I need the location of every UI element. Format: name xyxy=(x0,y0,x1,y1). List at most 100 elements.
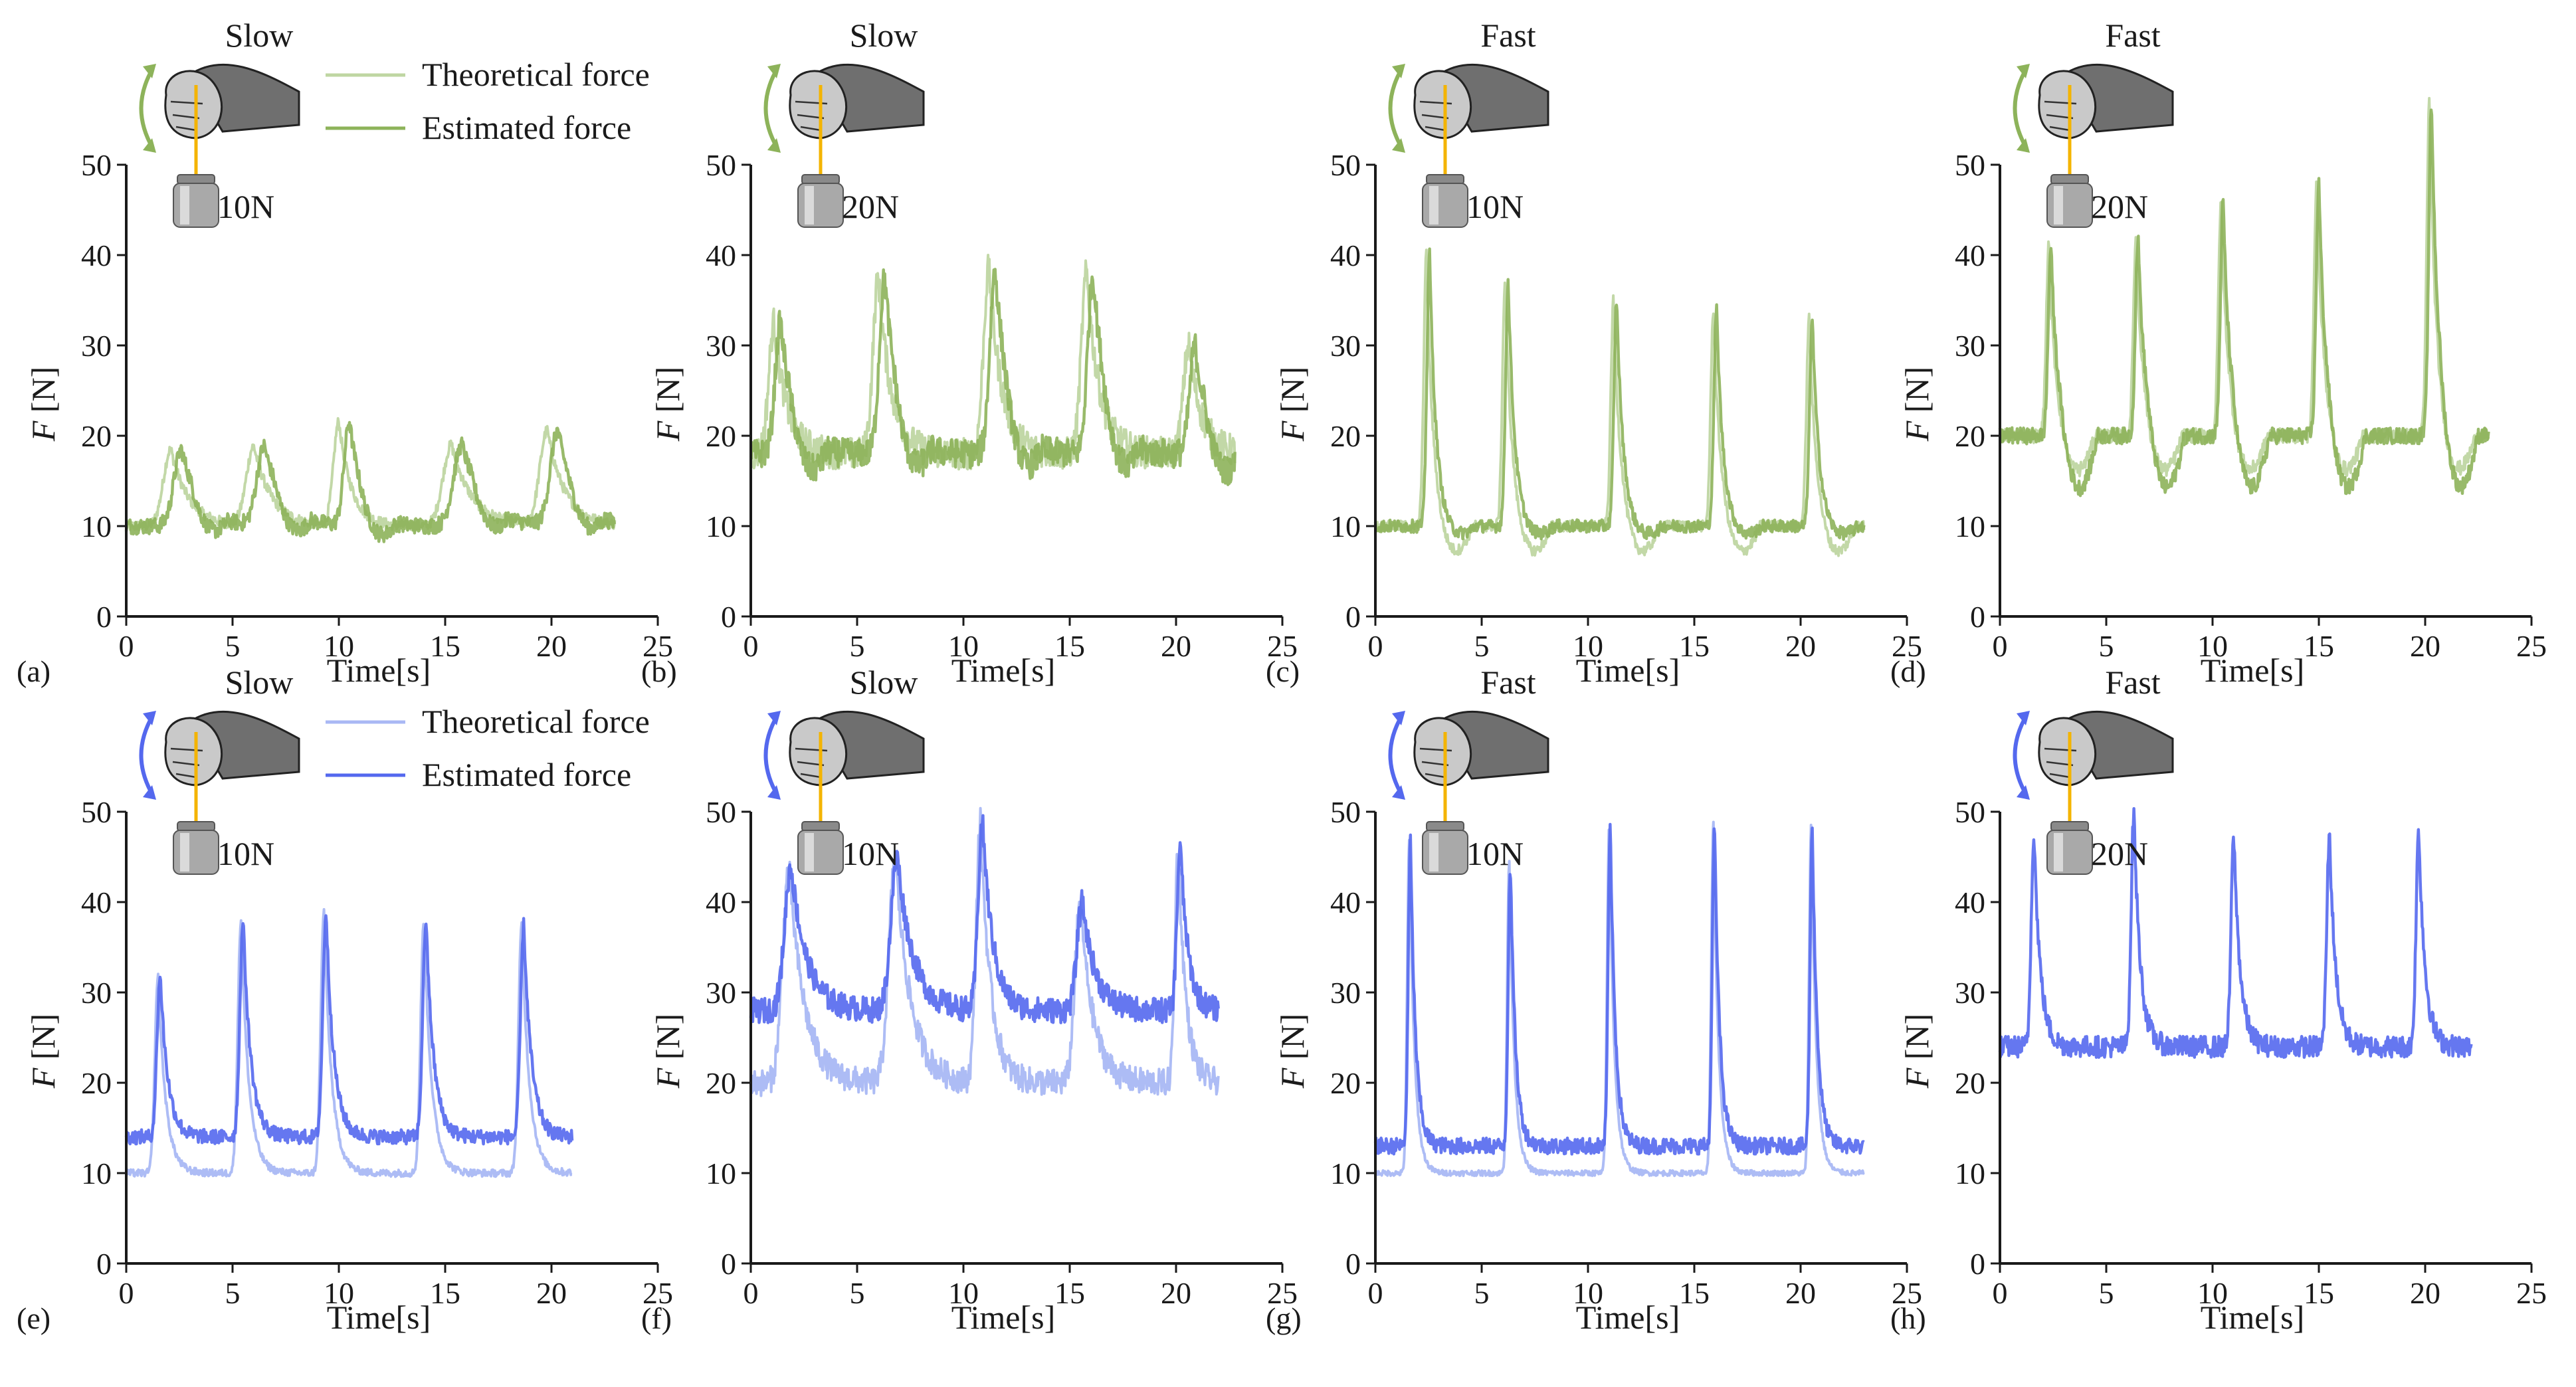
hand-weight-illustration: 10N xyxy=(139,710,300,875)
y-tick-label: 50 xyxy=(1330,148,1361,182)
y-tick-label: 10 xyxy=(706,1156,736,1190)
weight-shine-icon xyxy=(805,186,814,225)
x-tick-label: 15 xyxy=(2304,1276,2334,1310)
legend-theoretical-label: Theoretical force xyxy=(422,703,650,740)
y-tick-label: 30 xyxy=(1330,976,1361,1010)
rotation-arrow-icon xyxy=(2013,714,2029,796)
x-tick-label: 25 xyxy=(1267,1276,1298,1310)
legend: Theoretical force Estimated force xyxy=(326,703,650,793)
x-tick-label: 10 xyxy=(1573,1276,1603,1310)
x-axis-label: Time[s] xyxy=(327,652,431,689)
x-tick-label: 5 xyxy=(2099,629,2114,663)
arrow-head-down-icon xyxy=(2017,138,2030,153)
panel-label: (f) xyxy=(641,1301,672,1335)
fist-icon xyxy=(1413,70,1472,139)
load-label: 10N xyxy=(1466,188,1524,225)
rotation-arrow-icon xyxy=(139,67,155,149)
x-tick-label: 0 xyxy=(119,629,134,663)
speed-label: Slow xyxy=(225,17,294,54)
x-tick-label: 10 xyxy=(948,1276,979,1310)
y-tick-label: 40 xyxy=(81,238,112,272)
fist-icon xyxy=(789,717,848,786)
x-tick-label: 25 xyxy=(1267,629,1298,663)
x-tick-label: 15 xyxy=(1054,1276,1085,1310)
weight-shine-icon xyxy=(1429,833,1438,872)
panel-label: (h) xyxy=(1890,1301,1926,1335)
panel-label: (b) xyxy=(641,654,677,688)
chart-panel-a: 0 5 10 15 20 25 0 10 20 30 40 50 Time[s] F [N] (a) Slow… xyxy=(17,17,673,689)
y-tick-label: 10 xyxy=(706,509,736,543)
chart-panel-c: 0 5 10 15 20 25 0 10 20 30 40 50 Time[s] F [N] (c) Fast… xyxy=(1266,17,1922,689)
x-tick-label: 5 xyxy=(225,1276,241,1310)
weight-cap-icon xyxy=(1426,174,1464,185)
y-tick-label: 0 xyxy=(1345,600,1361,634)
chart-panel-h: 0 5 10 15 20 25 0 10 20 30 40 50 Time[s] F [N] (h) Fast… xyxy=(1890,664,2547,1336)
estimated-force-line xyxy=(749,814,1220,1024)
weight-shine-icon xyxy=(1429,186,1438,225)
fist-icon xyxy=(2038,70,2097,139)
x-tick-label: 5 xyxy=(1474,1276,1490,1310)
panel-label: (a) xyxy=(17,654,50,688)
weight-cap-icon xyxy=(177,821,215,832)
y-tick-label: 50 xyxy=(706,795,736,829)
arrow-head-up-icon xyxy=(2017,711,2030,725)
speed-label: Slow xyxy=(850,17,918,54)
x-axis-label: Time[s] xyxy=(327,1299,431,1336)
legend-theoretical-label: Theoretical force xyxy=(422,56,650,93)
x-tick-label: 10 xyxy=(948,629,979,663)
y-axis-label: F [N] xyxy=(649,1014,686,1089)
y-tick-label: 30 xyxy=(1955,329,1985,363)
weight-shine-icon xyxy=(805,833,814,872)
y-tick-label: 10 xyxy=(1955,509,1985,543)
speed-label: Slow xyxy=(225,664,294,701)
legend-estimated-label: Estimated force xyxy=(422,756,631,793)
y-tick-label: 0 xyxy=(1970,600,1985,634)
x-tick-label: 20 xyxy=(536,1276,567,1310)
chart-panel-f: 0 5 10 15 20 25 0 10 20 30 40 50 Time[s] F [N] (f) Slow… xyxy=(641,664,1298,1336)
y-tick-label: 10 xyxy=(81,509,112,543)
x-tick-label: 5 xyxy=(850,1276,865,1310)
fist-icon xyxy=(789,70,848,139)
y-tick-label: 0 xyxy=(96,1247,112,1281)
x-tick-label: 15 xyxy=(2304,629,2334,663)
y-tick-label: 30 xyxy=(81,976,112,1010)
y-tick-label: 40 xyxy=(1330,885,1361,919)
hand-weight-illustration: 10N xyxy=(139,63,300,228)
y-tick-label: 40 xyxy=(1955,238,1985,272)
hand-weight-illustration: 20N xyxy=(2013,710,2174,875)
y-tick-label: 0 xyxy=(721,600,736,634)
y-tick-label: 20 xyxy=(706,1066,736,1100)
hand-weight-illustration: 20N xyxy=(763,63,925,228)
y-axis-label: F [N] xyxy=(1898,367,1935,442)
arrow-head-down-icon xyxy=(767,785,781,800)
arrow-head-up-icon xyxy=(143,711,156,725)
theoretical-force-line xyxy=(1374,820,1865,1178)
estimated-force-line xyxy=(1998,807,2473,1059)
load-label: 20N xyxy=(842,188,899,225)
panel-label: (c) xyxy=(1266,654,1300,688)
arrow-head-up-icon xyxy=(767,64,781,78)
arrow-head-down-icon xyxy=(1392,138,1405,153)
x-tick-label: 15 xyxy=(430,629,460,663)
x-tick-label: 25 xyxy=(1892,1276,1922,1310)
x-tick-label: 20 xyxy=(1161,629,1191,663)
estimated-force-line xyxy=(1998,108,2490,498)
x-tick-label: 10 xyxy=(2197,1276,2228,1310)
estimated-force-line xyxy=(124,914,574,1146)
chart-panel-b: 0 5 10 15 20 25 0 10 20 30 40 50 Time[s] F [N] (b) Slow… xyxy=(641,17,1298,689)
y-tick-label: 40 xyxy=(1330,238,1361,272)
y-tick-label: 30 xyxy=(1955,976,1985,1010)
x-tick-label: 15 xyxy=(1679,629,1710,663)
theoretical-force-line xyxy=(125,908,573,1178)
rotation-arrow-icon xyxy=(763,714,779,796)
y-tick-label: 10 xyxy=(1955,1156,1985,1190)
arrow-head-up-icon xyxy=(143,64,156,78)
theoretical-force-line xyxy=(1999,96,2490,478)
x-tick-label: 15 xyxy=(430,1276,460,1310)
load-label: 10N xyxy=(1466,835,1524,872)
panel-label: (g) xyxy=(1266,1301,1302,1335)
x-axis-label: Time[s] xyxy=(2201,652,2305,689)
x-tick-label: 0 xyxy=(743,1276,759,1310)
y-tick-label: 30 xyxy=(706,329,736,363)
x-tick-label: 15 xyxy=(1054,629,1085,663)
